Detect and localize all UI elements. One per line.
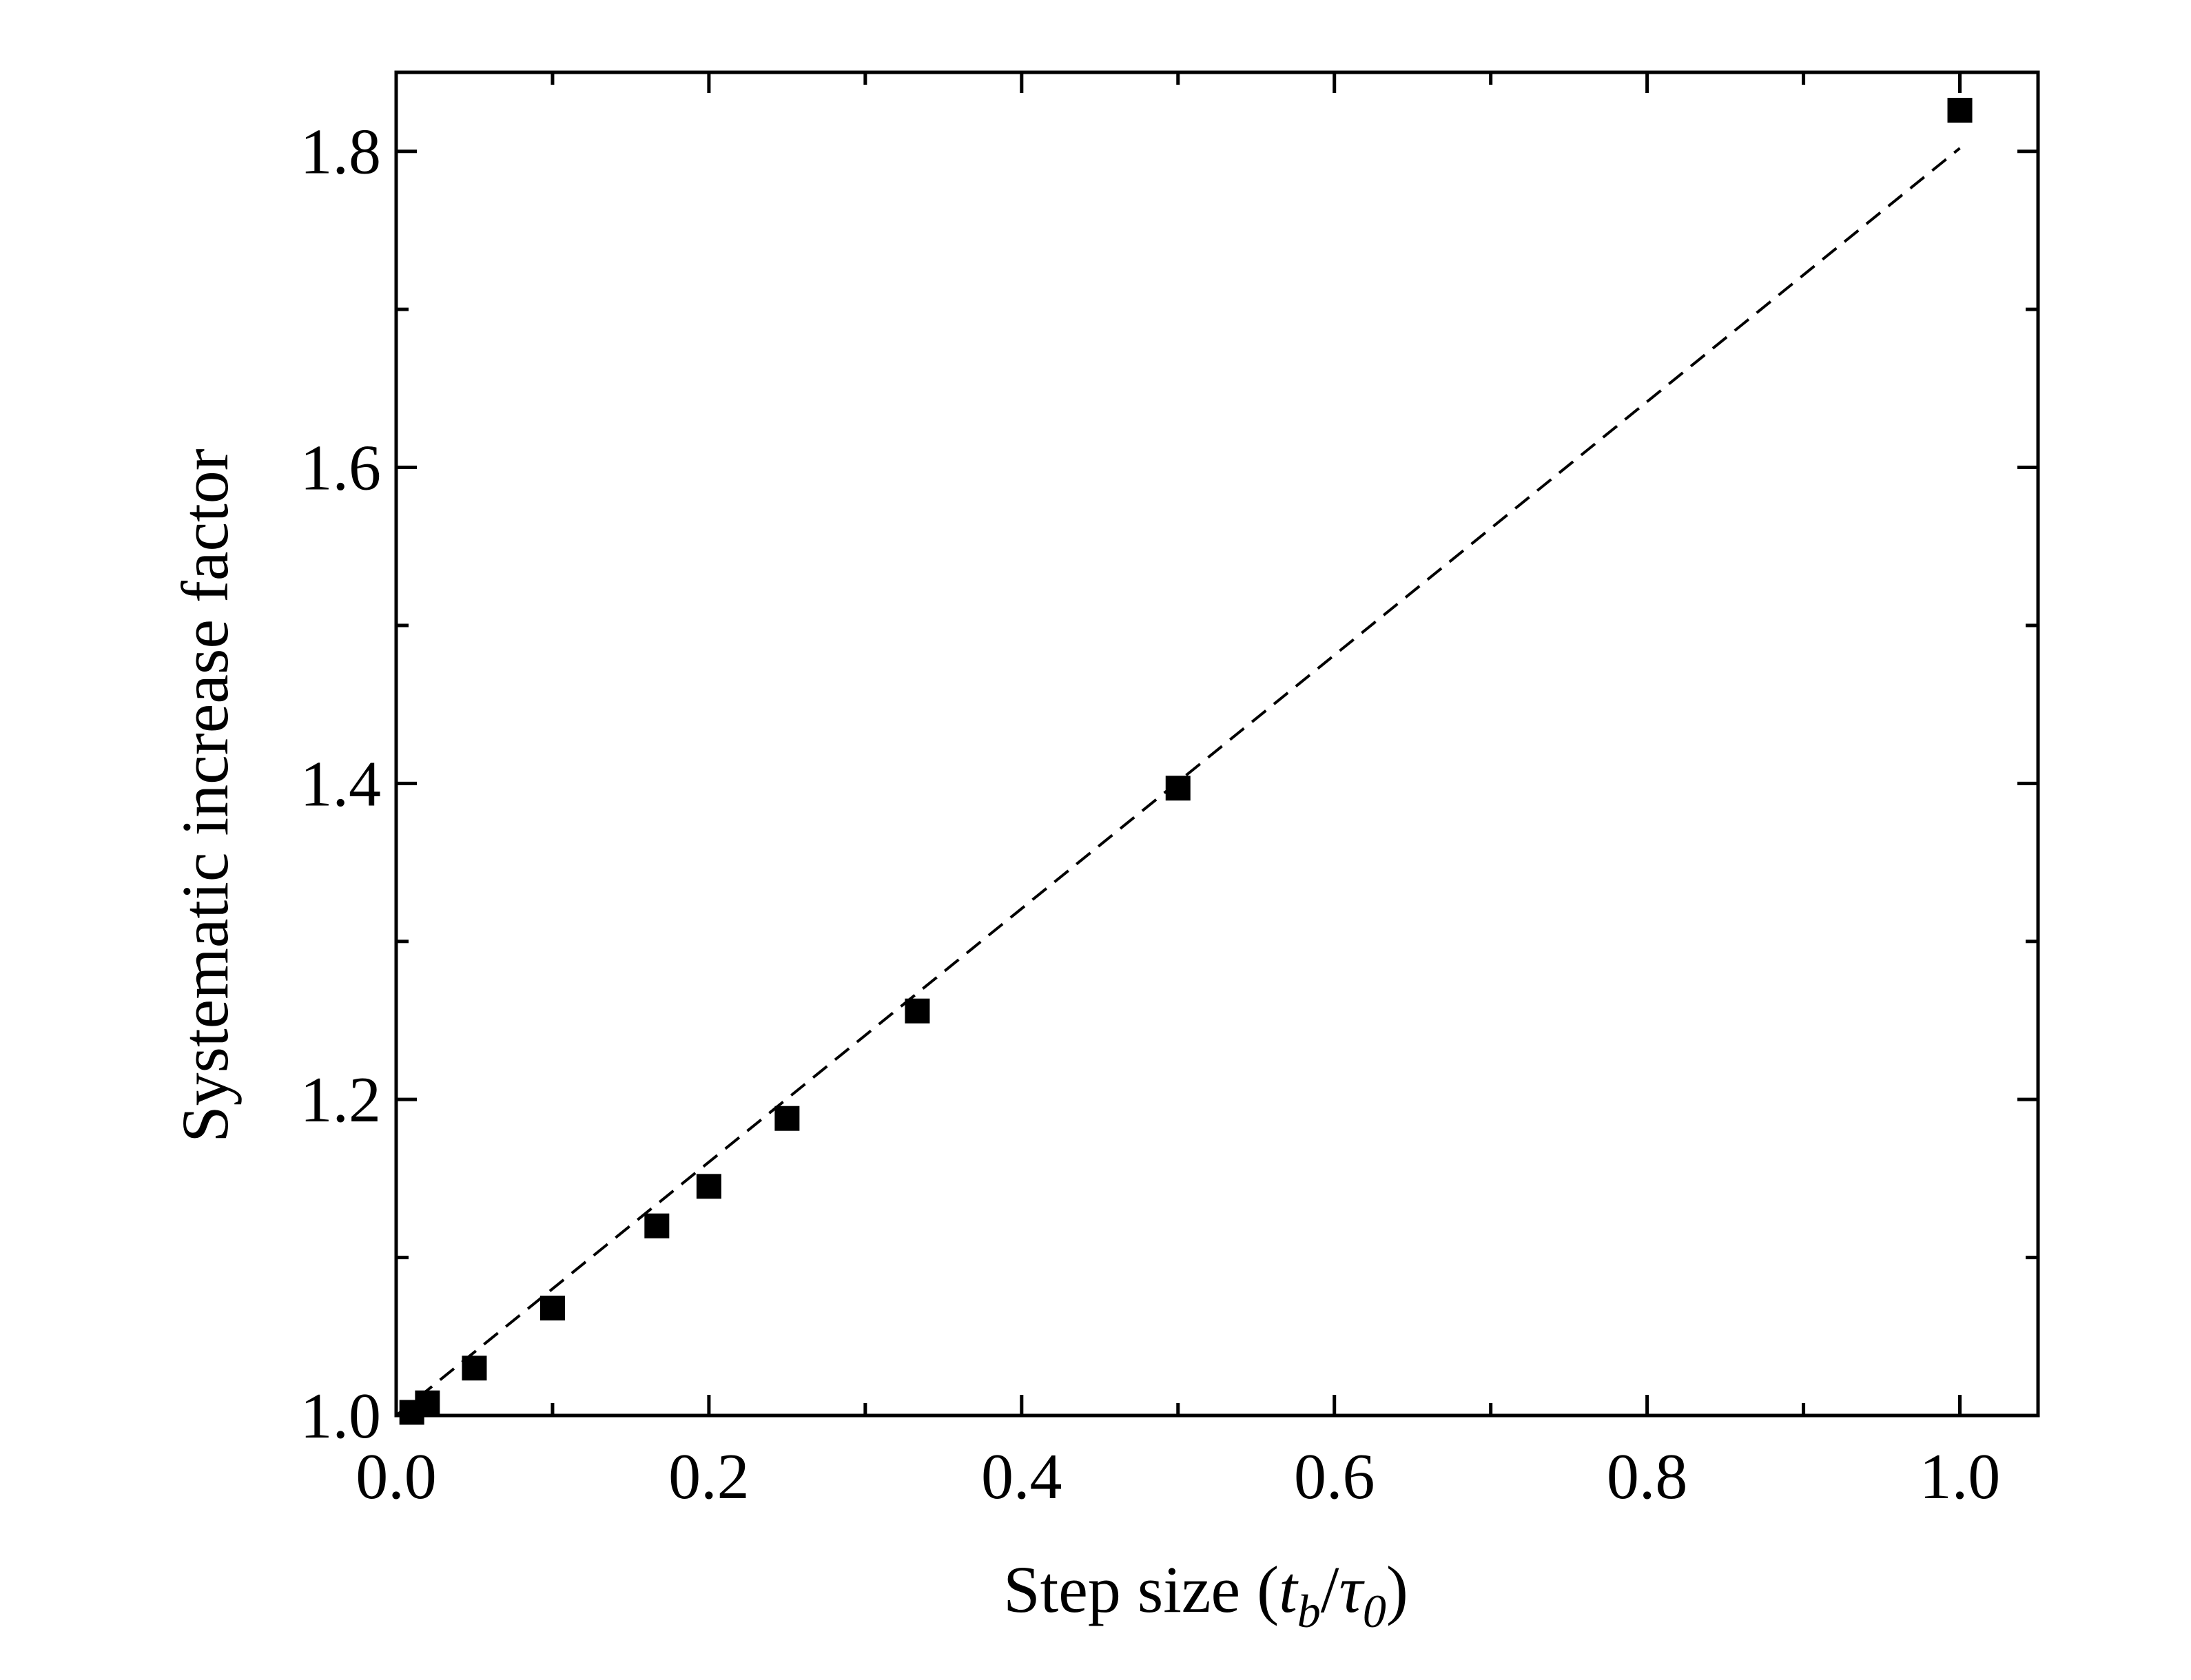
- data-point: [462, 1356, 487, 1381]
- y-tick-label: 1.0: [300, 1380, 382, 1452]
- data-point: [1165, 776, 1191, 801]
- data-point: [415, 1390, 440, 1415]
- labels-layer: 0.0 0.2 0.4 0.6 0.8 1.0 1.0 1.2 1.4 1.6 1.8: [300, 116, 2001, 1513]
- x-axis-label-numerator-subscript: b: [1297, 1585, 1321, 1637]
- x-tick-label: 0.8: [1607, 1441, 1688, 1513]
- y-axis-label: Systematic increase factor: [168, 448, 242, 1143]
- data-point: [644, 1213, 670, 1238]
- data-point: [539, 1296, 565, 1320]
- x-axis-label-prefix: Step size (: [1003, 1553, 1279, 1626]
- x-axis-label-suffix: ): [1386, 1553, 1408, 1626]
- plot-frame: [394, 70, 2040, 1418]
- x-tick-label: 0.2: [668, 1441, 750, 1513]
- x-tick-label: 0.0: [356, 1441, 437, 1513]
- data-point: [1947, 98, 1973, 123]
- data-point: [696, 1174, 721, 1199]
- x-tick-label: 0.6: [1294, 1441, 1375, 1513]
- y-tick-label: 1.6: [300, 433, 382, 504]
- x-axis-label: Step size (tb/τ0): [1003, 1553, 1408, 1637]
- x-axis-label-numerator: t: [1279, 1553, 1299, 1626]
- ticks-layer: [394, 72, 2038, 1418]
- x-axis-label-denominator: τ: [1339, 1553, 1365, 1626]
- x-axis-label-slash: /: [1321, 1553, 1339, 1626]
- x-tick-label: 1.0: [1920, 1441, 2001, 1513]
- data-point: [774, 1106, 800, 1131]
- data-points-layer: [399, 98, 1973, 1425]
- data-point: [905, 998, 930, 1024]
- x-axis-label-denominator-subscript: 0: [1363, 1585, 1386, 1637]
- x-tick-label: 0.4: [981, 1441, 1062, 1513]
- y-tick-label: 1.4: [300, 748, 382, 820]
- y-tick-label: 1.2: [300, 1064, 382, 1136]
- y-tick-label: 1.8: [300, 116, 382, 188]
